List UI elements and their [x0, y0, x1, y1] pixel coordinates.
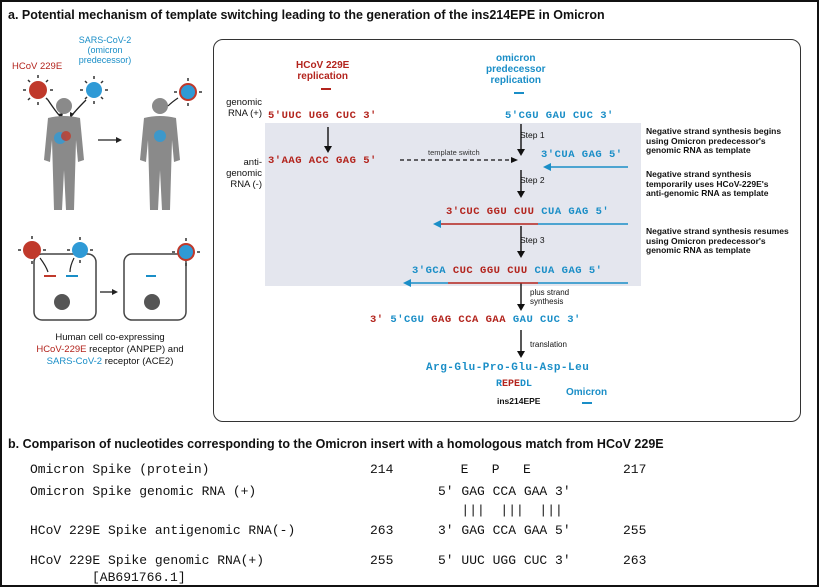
step-1-label: Step 1	[520, 130, 545, 140]
row-start: 214	[370, 462, 394, 477]
sars-cov-2-virion-icon	[80, 76, 108, 104]
row-start: 263	[370, 523, 394, 538]
row-seq: 5' GAG CCA GAA 3'	[438, 484, 571, 499]
step-3-sequence: 3'GCA CUC GGU CUU CUA GAG 5'	[412, 265, 602, 277]
row-start: 255	[370, 553, 394, 568]
omicron-genomic-sequence: 5'CGU GAU CUC 3'	[505, 110, 614, 122]
protein-sequence: Arg-Glu-Pro-Glu-Asp-Leu	[426, 362, 590, 374]
repedl-epe: EPE	[502, 379, 521, 390]
repedl-r: R	[496, 379, 503, 390]
note-step-3: Negative strand synthesis resumes using …	[646, 226, 789, 255]
hcov-antigenomic-sequence: 3'AAG ACC GAG 5'	[268, 155, 377, 167]
repedl-text: REPEDL	[496, 379, 532, 390]
row-end: 263	[623, 553, 647, 568]
repedl-dl: DL	[520, 379, 533, 390]
step-1-sequence: 3'CUA GAG 5'	[541, 149, 623, 161]
row-end: 255	[623, 523, 647, 538]
step-2-label: Step 2	[520, 175, 545, 185]
step-2-sequence: 3'CUC GGU CUU CUA GAG 5'	[446, 206, 609, 218]
template-switch-label: template switch	[428, 148, 480, 157]
hcov-229e-label: HCoV 229E	[12, 61, 63, 72]
omicron-replication-header: omicron predecessor replication	[486, 53, 546, 86]
row-label: HCoV 229E Spike genomic RNA(+)	[30, 553, 265, 568]
sars-cov-2-label: SARS-CoV-2 (omicron predecessor)	[78, 35, 132, 65]
alignment-bars: ||| ||| |||	[438, 503, 563, 518]
genomic-rna-label: genomic RNA (+)	[226, 97, 262, 119]
cell-coinfection-illustration	[18, 236, 200, 321]
row-label: HCoV 229E Spike antigenomic RNA(-)	[30, 523, 296, 538]
human-figure-icon	[44, 98, 84, 210]
final-insert: GAG CCA GAA	[424, 314, 507, 326]
step-3-red-part: CUC GGU CUU	[446, 265, 528, 277]
row-label: Omicron Spike genomic RNA (+)	[30, 484, 257, 499]
mechanism-panel	[213, 39, 801, 422]
step-2-red-part: 3'CUC GGU CUU	[446, 206, 535, 218]
antigenomic-rna-label: anti- genomic RNA (-)	[226, 157, 262, 190]
note-step-2: Negative strand synthesis temporarily us…	[646, 169, 769, 198]
translation-label: translation	[530, 340, 567, 349]
step-3-blue-start: 3'GCA	[412, 265, 447, 277]
human-infection-illustration	[23, 75, 202, 210]
title-a: a. Potential mechanism of template switc…	[8, 8, 605, 22]
hcov-genomic-sequence: 5'UUC UGG CUC 3'	[268, 110, 377, 122]
hcov-replication-header: HCoV 229E replication	[296, 60, 350, 82]
final-genomic-sequence: 3' 5'CGU GAG CCA GAA GAU CUC 3'	[370, 314, 581, 326]
title-b: b. Comparison of nucleotides correspondi…	[8, 437, 664, 451]
hcov-receptor-name: HCoV-229E	[36, 344, 87, 355]
recombinant-virion-icon	[174, 78, 202, 106]
ins214epe-label: ins214EPE	[497, 396, 541, 406]
human-figure-icon	[140, 98, 180, 210]
ace2-text: receptor (ACE2)	[102, 356, 174, 367]
accession-number: [AB691766.1]	[92, 570, 186, 585]
final-blue-end: GAU CUC 3'	[506, 314, 581, 326]
omicron-header-underline	[514, 92, 524, 94]
step-2-blue-part: CUA GAG 5'	[534, 206, 610, 218]
row-label: Omicron Spike (protein)	[30, 462, 210, 477]
omicron-label: Omicron	[566, 387, 608, 398]
anpep-text: receptor (ANPEP) and	[86, 344, 184, 355]
omicron-label-underline	[582, 402, 592, 404]
cell-caption-line-3: SARS-CoV-2 receptor (ACE2)	[20, 356, 200, 368]
hcov-header-underline	[321, 88, 331, 90]
step-3-blue-end: CUA GAG 5'	[527, 265, 603, 277]
final-prefix: 3'	[370, 314, 391, 326]
row-end: 217	[623, 462, 647, 477]
cell-caption-line-1: Human cell co-expressing	[55, 332, 165, 343]
plus-strand-label: plus strand synthesis	[530, 288, 570, 306]
final-blue-start: 5'CGU	[390, 314, 425, 326]
cell-caption: Human cell co-expressing HCoV-229E recep…	[20, 332, 200, 368]
note-step-1: Negative strand synthesis begins using O…	[646, 126, 782, 155]
cell-caption-line-2: HCoV-229E receptor (ANPEP) and	[20, 344, 200, 356]
row-seq: E P E	[445, 462, 531, 477]
row-seq: 5' UUC UGG CUC 3'	[438, 553, 571, 568]
row-seq: 3' GAG CCA GAA 5'	[438, 523, 571, 538]
hcov-virion-icon	[23, 75, 53, 105]
sars-receptor-name: SARS-CoV-2	[46, 356, 103, 367]
step-3-label: Step 3	[520, 235, 545, 245]
